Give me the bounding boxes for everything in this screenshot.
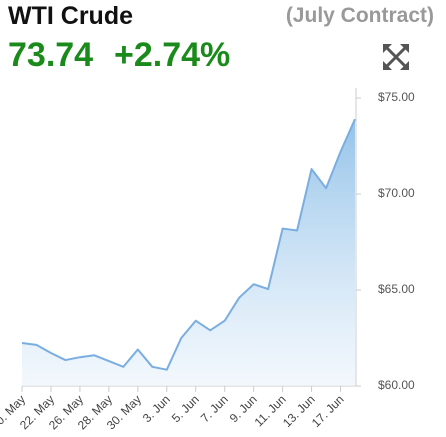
- expand-icon[interactable]: [383, 44, 409, 70]
- area-fill: [22, 119, 355, 387]
- x-tick-label: 5. Jun: [169, 392, 202, 425]
- y-tick-label: $75.00: [378, 90, 415, 104]
- y-tick-label: $65.00: [378, 282, 415, 296]
- title: WTI Crude: [8, 2, 133, 30]
- line: [21, 118, 356, 371]
- y-tick-label: $60.00: [378, 378, 415, 392]
- contract: (July Contract): [286, 4, 434, 27]
- y-tick-label: $70.00: [378, 186, 415, 200]
- x-tick-label: 7. Jun: [198, 392, 231, 425]
- price: 73.74: [8, 36, 93, 74]
- x-tick-label: 17. Jun: [309, 392, 347, 430]
- change: +2.74%: [114, 36, 230, 74]
- x-tick-label: 3. Jun: [140, 392, 173, 425]
